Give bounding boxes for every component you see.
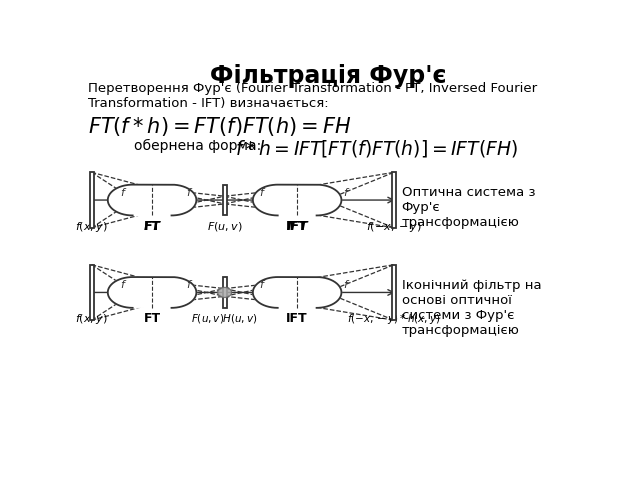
Text: f: f xyxy=(259,280,263,290)
Text: f: f xyxy=(186,188,190,198)
Text: f: f xyxy=(344,280,348,290)
Text: Перетворення Фур'є (Fourier Transformation - FT, Inversed Fourier
Transformation: Перетворення Фур'є (Fourier Transformati… xyxy=(88,82,537,110)
Text: $f * h = IFT[FT(f)FT(h)] = IFT(FH)$: $f * h = IFT[FT(f)FT(h)] = IFT(FH)$ xyxy=(235,138,518,159)
Text: $F(u,v)$: $F(u,v)$ xyxy=(207,220,243,233)
Bar xyxy=(223,277,227,308)
Text: f: f xyxy=(120,188,124,198)
Text: $f(-x,-y)*h(x,y)$: $f(-x,-y)*h(x,y)$ xyxy=(348,312,440,326)
Text: $f(x,y)$: $f(x,y)$ xyxy=(76,312,108,326)
Bar xyxy=(90,172,93,228)
Text: IFT: IFT xyxy=(286,312,308,325)
Bar xyxy=(392,265,396,320)
Text: $FT(f * h) = FT(f)FT(h) = FH$: $FT(f * h) = FT(f)FT(h) = FH$ xyxy=(88,115,351,138)
Polygon shape xyxy=(108,185,196,216)
Text: Фільтрація Фур'є: Фільтрація Фур'є xyxy=(210,64,446,88)
Bar xyxy=(392,172,396,228)
Polygon shape xyxy=(253,277,341,308)
Ellipse shape xyxy=(218,288,232,298)
Polygon shape xyxy=(253,185,341,216)
Text: $F(u,v)H(u,v)$: $F(u,v)H(u,v)$ xyxy=(191,312,258,325)
Text: f: f xyxy=(120,280,124,290)
Text: $f(-x,-y)$: $f(-x,-y)$ xyxy=(366,220,422,234)
Text: FT: FT xyxy=(143,220,161,233)
Text: IFT: IFT xyxy=(286,220,308,233)
Text: IFT: IFT xyxy=(286,220,308,233)
Polygon shape xyxy=(108,277,196,308)
Text: FT: FT xyxy=(143,220,161,233)
Bar xyxy=(90,265,93,320)
Text: f: f xyxy=(344,188,348,198)
Text: FT: FT xyxy=(143,312,161,325)
Bar xyxy=(223,185,227,216)
Text: f: f xyxy=(186,280,190,290)
Text: $f(x,y)$: $f(x,y)$ xyxy=(76,220,108,234)
Text: Іконічний фільтр на
основі оптичної
системи з Фур'є
трансформацією: Іконічний фільтр на основі оптичної сист… xyxy=(402,278,541,336)
Text: f: f xyxy=(259,188,263,198)
Text: Оптична система з
Фур'є
трансформацією: Оптична система з Фур'є трансформацією xyxy=(402,186,535,229)
Text: обернена форма:: обернена форма: xyxy=(134,139,262,153)
